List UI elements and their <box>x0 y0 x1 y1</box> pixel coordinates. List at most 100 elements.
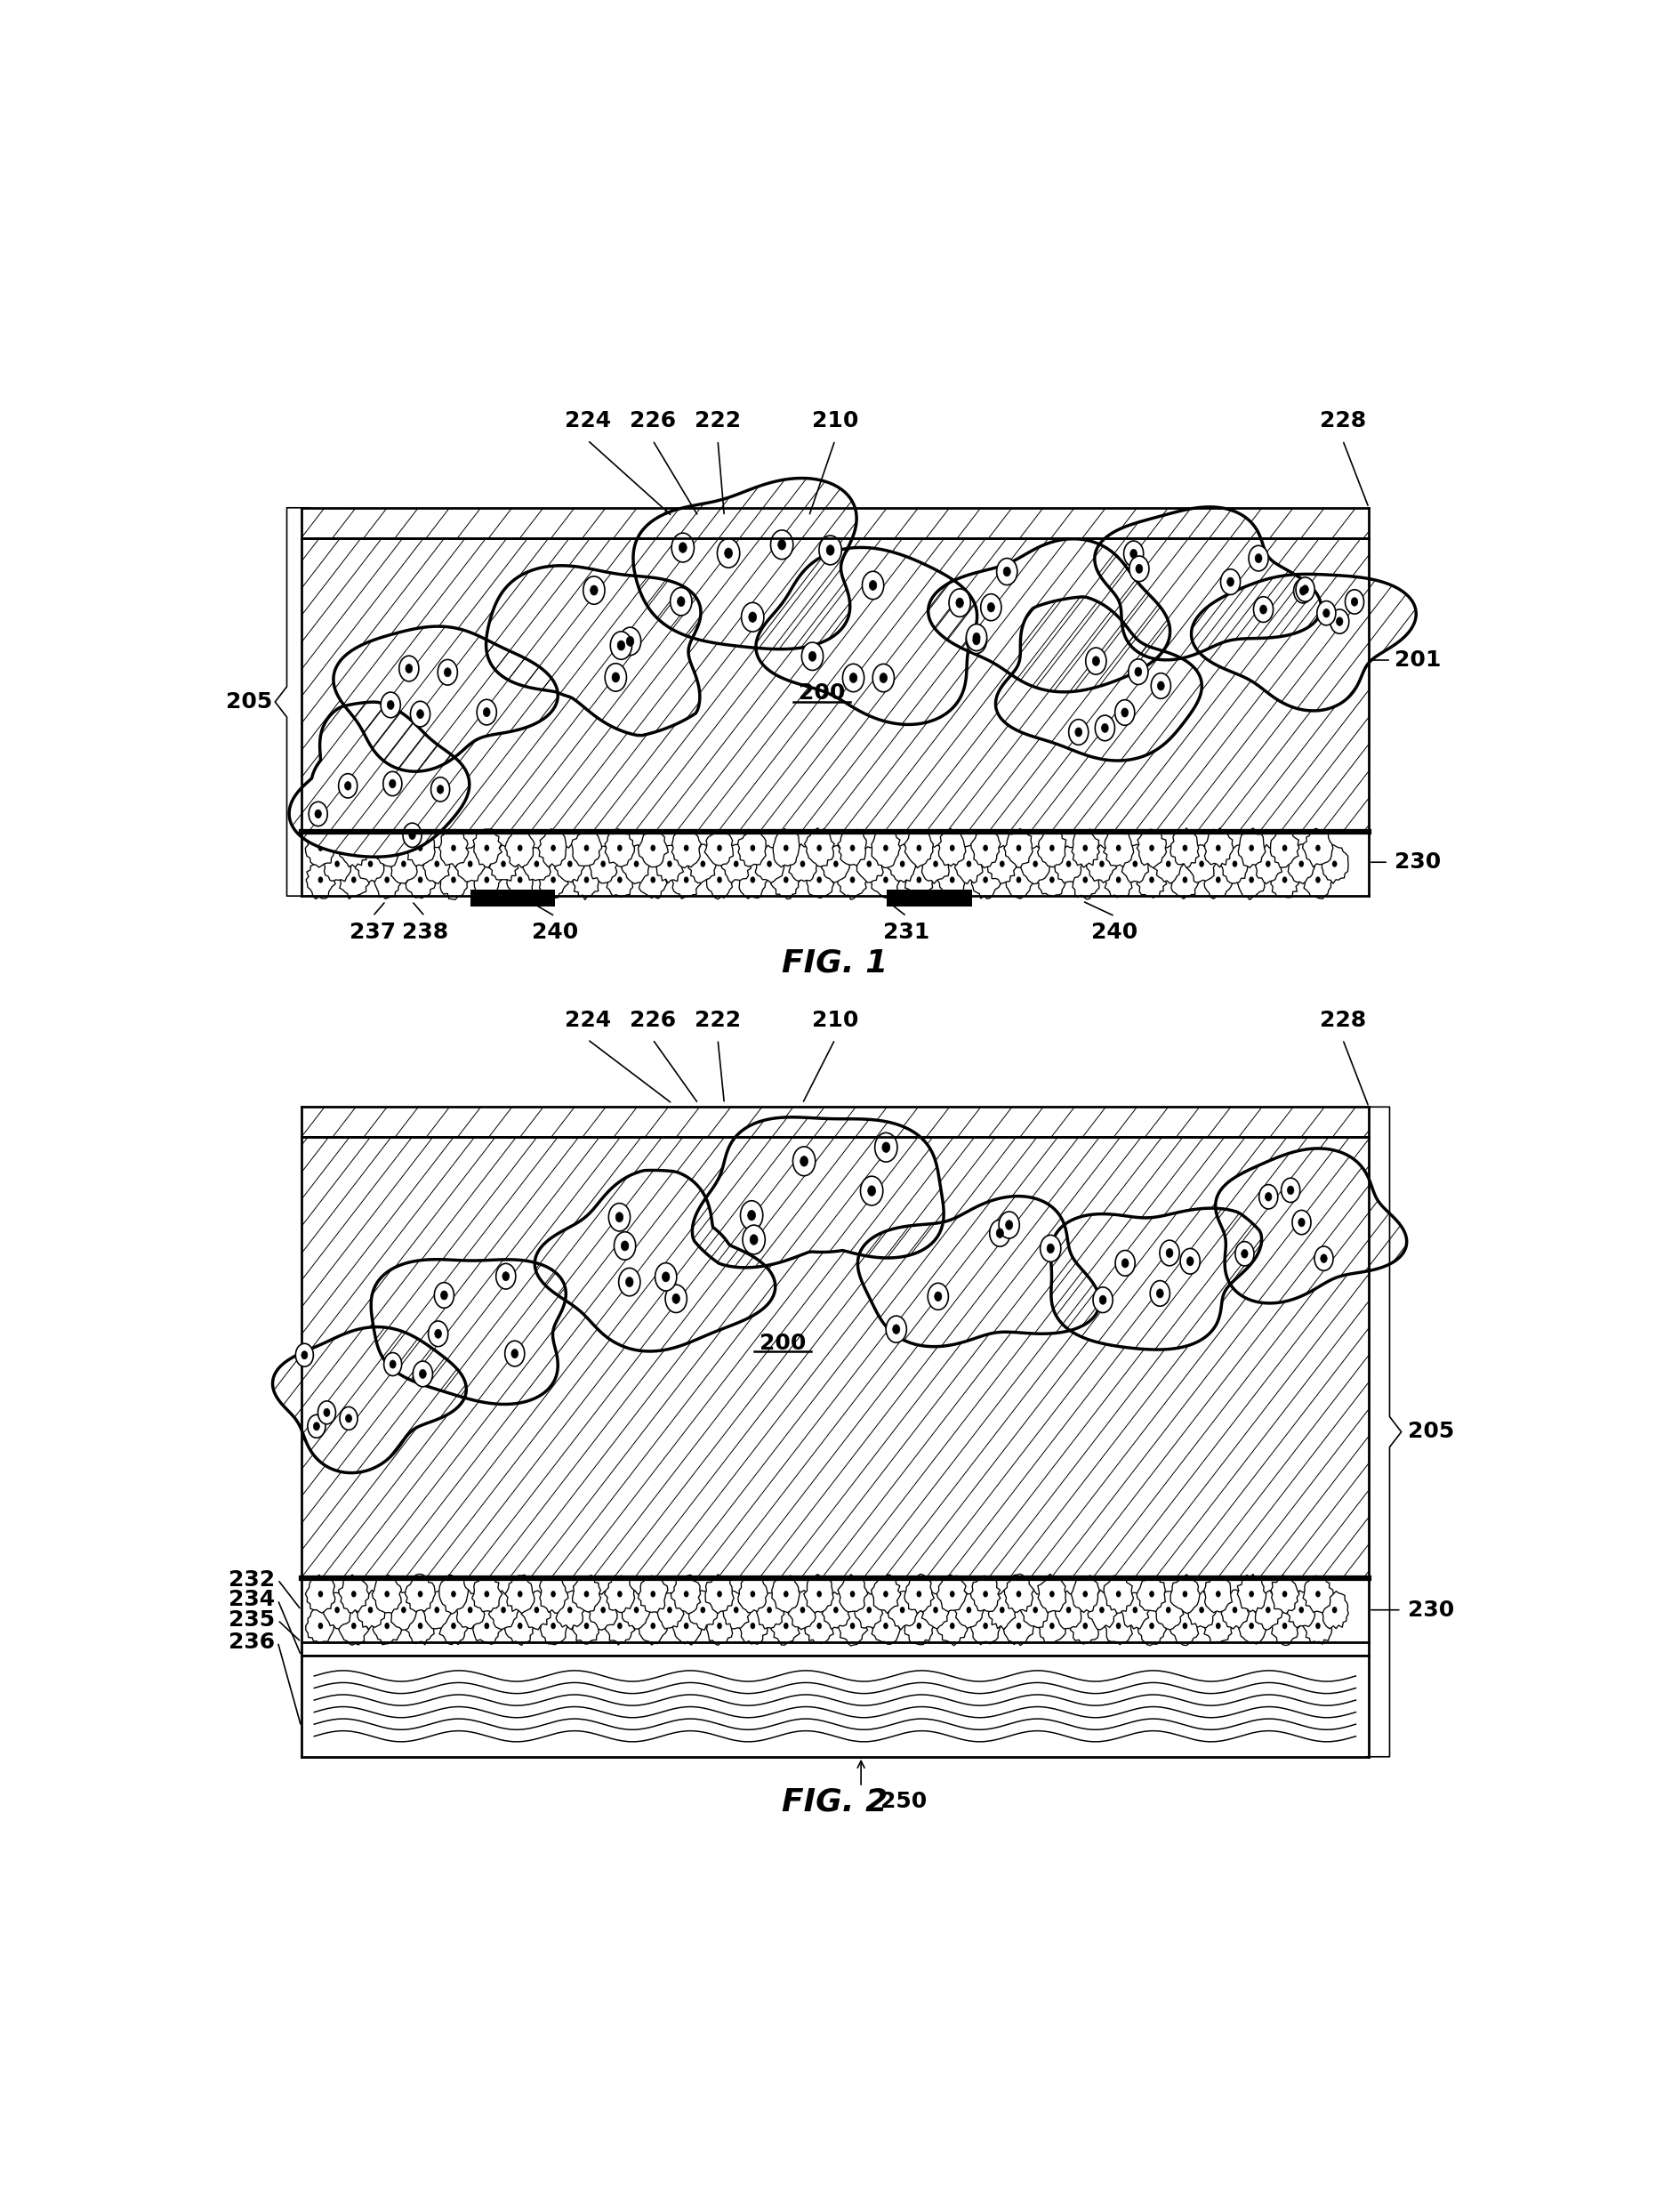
Circle shape <box>450 1591 455 1598</box>
Polygon shape <box>472 1607 502 1644</box>
Circle shape <box>749 1234 758 1245</box>
Circle shape <box>1299 1219 1305 1228</box>
Circle shape <box>467 1607 472 1613</box>
Polygon shape <box>1203 859 1233 899</box>
Text: 224: 224 <box>564 1011 612 1030</box>
Polygon shape <box>571 1607 600 1644</box>
Circle shape <box>420 1370 427 1379</box>
Circle shape <box>833 861 838 868</box>
Polygon shape <box>1095 506 1320 660</box>
Circle shape <box>670 587 692 616</box>
Circle shape <box>617 844 622 850</box>
Polygon shape <box>889 1591 917 1631</box>
Circle shape <box>1099 861 1104 868</box>
Circle shape <box>1006 1221 1013 1230</box>
Polygon shape <box>872 829 900 868</box>
Bar <box>301 1655 1369 1756</box>
Polygon shape <box>738 1607 768 1644</box>
Bar <box>301 1107 1369 1138</box>
Polygon shape <box>506 829 534 868</box>
Text: 237: 237 <box>349 921 396 943</box>
Circle shape <box>650 1622 655 1629</box>
Polygon shape <box>1070 1607 1100 1644</box>
Polygon shape <box>1070 861 1100 899</box>
Polygon shape <box>838 1574 869 1611</box>
Circle shape <box>1226 576 1233 587</box>
Circle shape <box>1260 605 1267 614</box>
Polygon shape <box>937 1607 968 1646</box>
Polygon shape <box>1050 1208 1262 1350</box>
Bar <box>301 509 1369 539</box>
Circle shape <box>766 861 771 868</box>
Circle shape <box>672 1293 680 1304</box>
Polygon shape <box>655 1594 684 1629</box>
Polygon shape <box>706 1607 732 1646</box>
Polygon shape <box>354 846 385 883</box>
Polygon shape <box>373 864 402 899</box>
Polygon shape <box>1287 844 1315 883</box>
Text: 205: 205 <box>1408 1420 1455 1442</box>
Polygon shape <box>506 861 534 899</box>
Circle shape <box>1116 844 1121 850</box>
Circle shape <box>1067 861 1072 868</box>
Polygon shape <box>638 859 667 899</box>
Polygon shape <box>803 1574 833 1613</box>
Circle shape <box>1299 1607 1304 1613</box>
Circle shape <box>1351 598 1357 605</box>
Circle shape <box>850 877 855 883</box>
Circle shape <box>484 1591 489 1598</box>
Bar <box>887 890 971 905</box>
Polygon shape <box>339 831 368 868</box>
Circle shape <box>1314 1247 1334 1271</box>
Circle shape <box>385 877 390 883</box>
Circle shape <box>318 1622 323 1629</box>
Polygon shape <box>440 861 469 899</box>
Circle shape <box>1016 844 1021 850</box>
Circle shape <box>701 861 706 868</box>
Circle shape <box>816 844 822 850</box>
Circle shape <box>633 861 638 868</box>
Circle shape <box>467 861 472 868</box>
Polygon shape <box>672 1607 702 1644</box>
Text: 210: 210 <box>811 1011 858 1030</box>
Polygon shape <box>1072 829 1099 868</box>
Circle shape <box>334 1607 339 1613</box>
Polygon shape <box>721 844 751 883</box>
Circle shape <box>1050 1591 1055 1598</box>
Polygon shape <box>423 846 452 883</box>
Polygon shape <box>1137 829 1166 868</box>
Circle shape <box>418 1622 423 1629</box>
Circle shape <box>1315 1591 1320 1598</box>
Text: 210: 210 <box>811 410 858 432</box>
Circle shape <box>511 1348 517 1359</box>
Polygon shape <box>1238 1607 1267 1644</box>
Circle shape <box>517 844 522 850</box>
Circle shape <box>1200 1607 1205 1613</box>
Circle shape <box>966 627 986 653</box>
Polygon shape <box>971 859 1001 899</box>
Polygon shape <box>805 861 835 899</box>
Circle shape <box>983 877 988 883</box>
Circle shape <box>1121 708 1129 717</box>
Text: 200: 200 <box>759 1333 806 1355</box>
Circle shape <box>1200 861 1205 868</box>
Polygon shape <box>1003 1607 1033 1646</box>
Circle shape <box>1068 719 1089 745</box>
Polygon shape <box>1220 844 1248 883</box>
Circle shape <box>301 1350 307 1359</box>
Circle shape <box>783 844 788 850</box>
Polygon shape <box>870 861 900 899</box>
Circle shape <box>988 603 995 612</box>
Polygon shape <box>838 829 867 866</box>
Circle shape <box>724 548 732 559</box>
Circle shape <box>1047 1243 1053 1254</box>
Circle shape <box>450 877 455 883</box>
Circle shape <box>1122 1258 1129 1267</box>
Circle shape <box>428 1322 449 1346</box>
Circle shape <box>917 1622 922 1629</box>
Circle shape <box>1132 861 1137 868</box>
Circle shape <box>1216 1591 1221 1598</box>
Polygon shape <box>373 829 402 866</box>
Circle shape <box>934 1291 942 1302</box>
Polygon shape <box>354 1589 385 1629</box>
